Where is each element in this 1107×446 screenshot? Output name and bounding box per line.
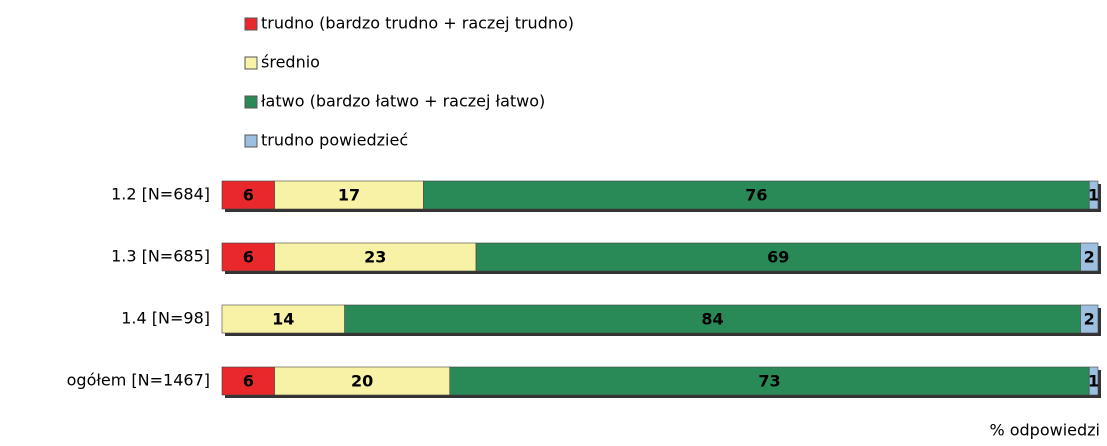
bar-segment xyxy=(1088,180,1099,210)
legend-label: łatwo (bardzo łatwo + raczej łatwo) xyxy=(261,92,545,111)
legend-label: średnio xyxy=(261,53,320,72)
value-label: 69 xyxy=(767,248,789,267)
value-label: 20 xyxy=(351,372,373,391)
bar-segment xyxy=(344,304,1081,334)
value-label: 23 xyxy=(364,248,386,267)
value-label: 6 xyxy=(243,372,254,391)
value-label: 1 xyxy=(1088,186,1099,205)
bar-segment xyxy=(1080,304,1099,334)
bar-segment xyxy=(274,366,451,396)
bar-segment xyxy=(1080,242,1099,272)
bar-segment xyxy=(423,180,1090,210)
legend-label: trudno (bardzo trudno + raczej trudno) xyxy=(261,14,574,33)
legend-swatch xyxy=(244,56,258,70)
value-label: 2 xyxy=(1084,310,1095,329)
value-label: 17 xyxy=(338,186,360,205)
value-label: 84 xyxy=(701,310,723,329)
value-label: 73 xyxy=(758,372,780,391)
category-label: 1.4 [N=98] xyxy=(121,309,210,328)
bar-segment xyxy=(475,242,1081,272)
legend-swatch xyxy=(244,134,258,148)
bar-segment xyxy=(274,242,477,272)
value-label: 14 xyxy=(272,310,294,329)
axis-label: % odpowiedzi xyxy=(989,421,1100,440)
bar-segment xyxy=(449,366,1090,396)
bar-segment xyxy=(1088,366,1099,396)
bar-segment xyxy=(221,304,345,334)
category-label: 1.3 [N=685] xyxy=(111,247,210,266)
value-label: 6 xyxy=(243,248,254,267)
value-label: 2 xyxy=(1084,248,1095,267)
legend-label: trudno powiedzieć xyxy=(261,131,408,150)
bar-segment xyxy=(221,366,275,396)
value-label: 6 xyxy=(243,186,254,205)
bar-segment xyxy=(221,242,275,272)
category-label: 1.2 [N=684] xyxy=(111,185,210,204)
bar-segment xyxy=(274,180,424,210)
value-label: 1 xyxy=(1088,372,1099,391)
bar-segment xyxy=(221,180,275,210)
value-label: 76 xyxy=(745,186,767,205)
category-label: ogółem [N=1467] xyxy=(67,371,210,390)
legend-swatch xyxy=(244,95,258,109)
legend-swatch xyxy=(244,17,258,31)
